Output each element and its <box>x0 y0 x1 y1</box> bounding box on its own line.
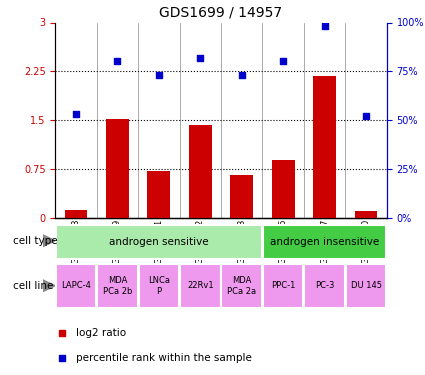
Bar <box>106 119 129 218</box>
Text: androgen sensitive: androgen sensitive <box>109 237 209 247</box>
Title: GDS1699 / 14957: GDS1699 / 14957 <box>159 6 283 20</box>
Bar <box>56 225 262 259</box>
Point <box>321 23 328 29</box>
Text: LAPC-4: LAPC-4 <box>61 281 91 290</box>
Text: cell type: cell type <box>13 236 57 246</box>
Polygon shape <box>42 280 55 292</box>
Bar <box>272 160 295 218</box>
Bar <box>65 210 88 218</box>
Point <box>238 72 245 78</box>
Text: DU 145: DU 145 <box>351 281 382 290</box>
Point <box>280 58 286 64</box>
Text: MDA
PCa 2a: MDA PCa 2a <box>227 276 256 296</box>
Bar <box>346 264 386 308</box>
Text: PPC-1: PPC-1 <box>271 281 295 290</box>
Bar <box>221 264 262 308</box>
Bar <box>97 264 138 308</box>
Bar <box>189 125 212 218</box>
Text: androgen insensitive: androgen insensitive <box>270 237 379 247</box>
Text: 22Rv1: 22Rv1 <box>187 281 214 290</box>
Text: LNCa
P: LNCa P <box>148 276 170 296</box>
Point <box>197 55 204 61</box>
Point <box>156 72 162 78</box>
Point <box>363 113 369 119</box>
Text: PC-3: PC-3 <box>315 281 334 290</box>
Polygon shape <box>42 235 55 247</box>
Bar <box>147 171 170 217</box>
Text: cell line: cell line <box>13 281 53 291</box>
Bar <box>313 76 336 217</box>
Bar <box>56 264 96 308</box>
Bar <box>263 225 386 259</box>
Bar <box>354 211 377 217</box>
Bar <box>139 264 179 308</box>
Text: MDA
PCa 2b: MDA PCa 2b <box>103 276 132 296</box>
Bar <box>263 264 303 308</box>
Point <box>73 111 79 117</box>
Bar <box>304 264 345 308</box>
Text: log2 ratio: log2 ratio <box>76 328 126 338</box>
Point <box>114 58 121 64</box>
Bar <box>230 175 253 217</box>
Text: percentile rank within the sample: percentile rank within the sample <box>76 352 252 363</box>
Bar <box>180 264 221 308</box>
